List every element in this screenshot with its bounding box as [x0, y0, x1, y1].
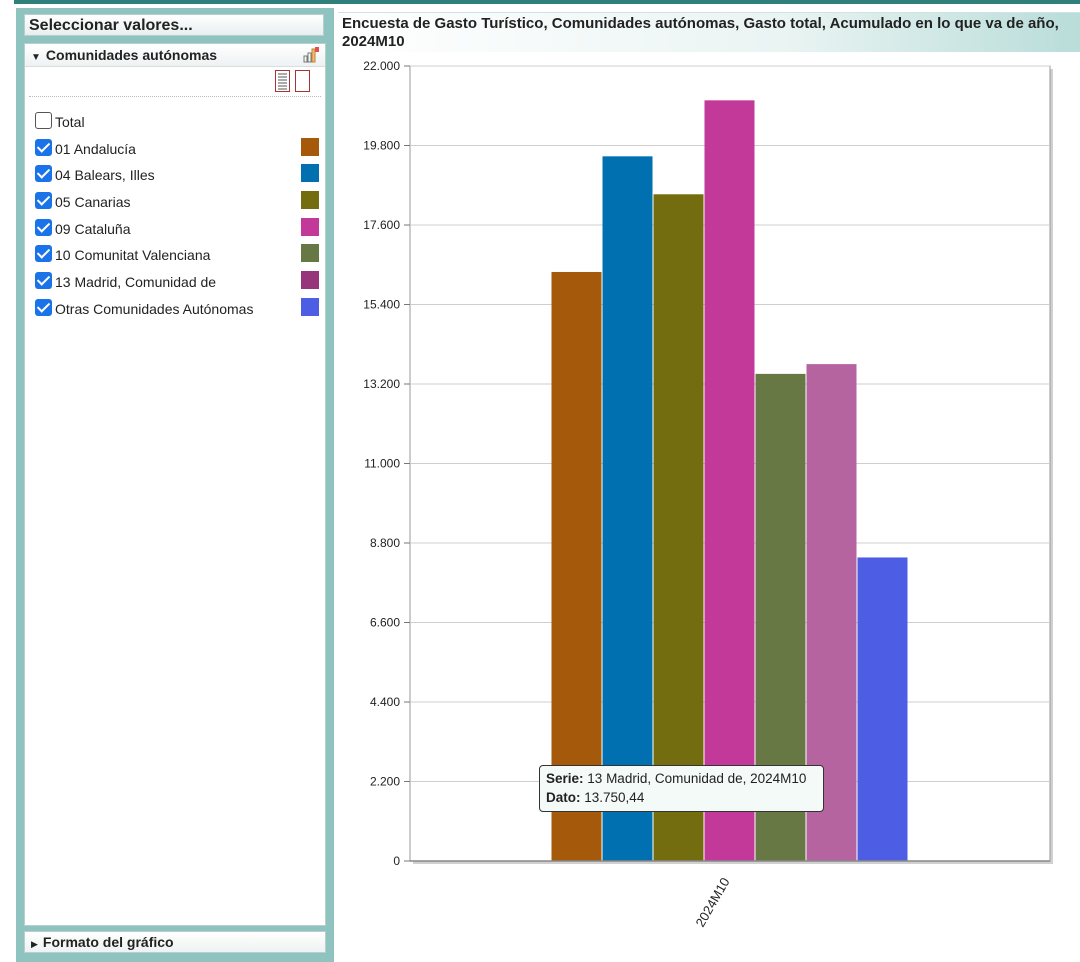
y-tick-label: 15.400: [363, 298, 400, 312]
option-checkbox[interactable]: [35, 192, 52, 210]
list-view-icons[interactable]: [275, 70, 315, 92]
bar: [653, 194, 704, 862]
dimension-title: Comunidades autónomas: [45, 47, 218, 63]
option-label: 13 Madrid, Comunidad de: [55, 274, 217, 291]
bar-chart: 0 2.200 4.400 6.600 8.800 11.000 13.200 15.400 1…: [363, 59, 1053, 929]
dimension-header[interactable]: ▼ Comunidades autónomas: [25, 44, 325, 67]
option-list: Total 01 Andalucía 04 Balears, Illes 05 Can…: [25, 110, 325, 324]
y-tick-label: 11.000: [364, 457, 400, 471]
tooltip-dato-label: Dato:: [546, 790, 581, 805]
option-checkbox[interactable]: [35, 218, 52, 236]
y-tick-label: 8.800: [370, 536, 400, 550]
option-color-swatch[interactable]: [301, 244, 319, 263]
y-tick-label: 19.800: [363, 139, 400, 153]
option-checkbox[interactable]: [35, 165, 52, 183]
divider: [29, 96, 321, 97]
top-accent-bar: [14, 0, 1080, 4]
option-color-swatch[interactable]: [301, 271, 319, 290]
y-tick-label: 13.200: [363, 377, 400, 391]
collapse-triangle-icon[interactable]: ▼: [31, 52, 41, 63]
option-item[interactable]: 05 Canarias: [25, 190, 325, 217]
tooltip-serie-value: 13 Madrid, Comunidad de, 2024M10: [587, 771, 807, 786]
chart-format-bar[interactable]: ▶ Formato del gráfico: [24, 931, 326, 953]
option-checkbox[interactable]: [35, 112, 52, 129]
y-tick-label: 22.000: [363, 59, 400, 73]
option-checkbox[interactable]: [35, 138, 52, 156]
option-label: Otras Comunidades Autónomas: [55, 300, 254, 317]
option-color-swatch[interactable]: [301, 164, 319, 183]
option-color-swatch[interactable]: [301, 217, 319, 236]
bar: [857, 557, 908, 861]
tooltip-serie-label: Serie:: [546, 771, 584, 786]
option-item[interactable]: 10 Comunitat Valenciana: [25, 243, 325, 270]
option-label: 09 Cataluña: [55, 220, 131, 237]
y-tick-label: 4.400: [370, 695, 400, 709]
option-item[interactable]: Otras Comunidades Autónomas: [25, 297, 325, 324]
values-box: ▼ Comunidades autónomas Total 01 Andalucía…: [24, 43, 326, 926]
option-checkbox[interactable]: [35, 245, 52, 263]
tooltip-dato-value: 13.750,44: [584, 790, 645, 805]
option-label: Total: [55, 114, 85, 130]
y-tick-label: 0: [393, 854, 400, 868]
option-item[interactable]: 04 Balears, Illes: [25, 163, 325, 190]
option-label: 05 Canarias: [55, 194, 131, 211]
option-checkbox[interactable]: [35, 298, 52, 316]
chart-options-icon[interactable]: [303, 47, 319, 63]
x-tick-label: 2024M10: [692, 875, 732, 929]
option-color-swatch[interactable]: [301, 191, 319, 210]
expand-triangle-icon[interactable]: ▶: [31, 939, 38, 949]
bar: [551, 271, 602, 861]
format-label: Formato del gráfico: [42, 934, 174, 950]
option-color-swatch[interactable]: [301, 297, 319, 316]
chart-tooltip: Serie: 13 Madrid, Comunidad de, 2024M10 …: [539, 765, 824, 812]
chart-title: Encuesta de Gasto Turístico, Comunidades…: [338, 12, 1080, 52]
y-tick-label: 6.600: [370, 616, 400, 630]
select-values-header[interactable]: Seleccionar valores...: [24, 14, 324, 36]
option-item[interactable]: 01 Andalucía: [25, 137, 325, 164]
y-tick-label: 17.600: [363, 218, 400, 232]
y-tick-label: 2.200: [370, 775, 400, 789]
bar: [602, 156, 653, 861]
option-label: 01 Andalucía: [55, 140, 136, 157]
bar: [704, 100, 755, 862]
option-checkbox[interactable]: [35, 272, 52, 290]
option-label: 10 Comunitat Valenciana: [55, 247, 211, 264]
selection-panel: Seleccionar valores... ▼ Comunidades autó…: [16, 8, 334, 962]
option-item[interactable]: 13 Madrid, Comunidad de: [25, 270, 325, 297]
option-label: 04 Balears, Illes: [55, 167, 155, 184]
option-item[interactable]: 09 Cataluña: [25, 217, 325, 244]
option-color-swatch[interactable]: [301, 137, 319, 156]
option-item[interactable]: Total: [25, 110, 325, 137]
